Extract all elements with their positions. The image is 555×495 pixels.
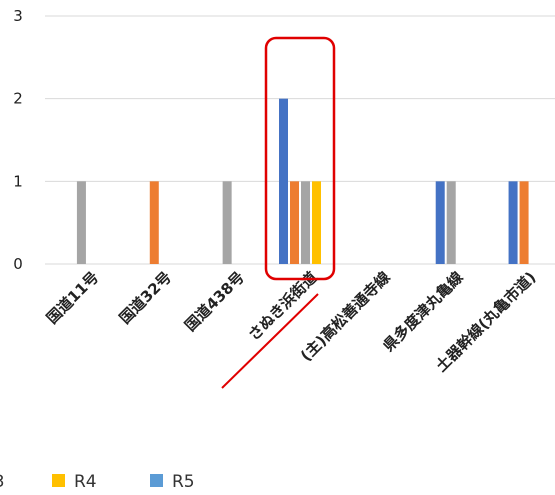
bars: [76, 98, 529, 265]
bar-3-3: [312, 181, 321, 264]
y-tick-label-1: 1: [13, 172, 23, 190]
legend-label-1: R4: [74, 472, 97, 492]
category-label-2: 国道438号: [181, 268, 248, 335]
bar-3-1: [290, 181, 299, 264]
highlight-underline: [221, 293, 319, 389]
bar-5-2: [446, 181, 456, 264]
legend-label-0: R3: [0, 472, 5, 492]
y-tick-label-0: 0: [13, 255, 23, 273]
legend-swatch-1: [52, 474, 65, 487]
bar-3-0: [279, 98, 288, 265]
gridlines: [45, 15, 555, 265]
bar-5-0: [435, 181, 445, 264]
bar-3-2: [301, 181, 310, 264]
bar-6-1: [519, 181, 529, 264]
legend-swatch-2: [150, 474, 163, 487]
highlight-box: [264, 36, 336, 281]
category-label-0: 国道11号: [43, 268, 102, 327]
legend[interactable]: R3 R4 R5: [0, 472, 195, 492]
legend-label-2: R5: [172, 472, 195, 492]
category-label-1: 国道32号: [116, 268, 175, 327]
y-axis-ticks: 0 1 2 3: [13, 7, 23, 273]
bar-0-2: [76, 181, 86, 264]
x-axis-labels: 国道11号 国道32号 国道438号さぬき浜街道(主)高松善通寺線県多度津丸亀線土器…: [43, 268, 539, 375]
y-tick-label-3: 3: [13, 7, 23, 25]
bar-6-0: [508, 181, 518, 264]
y-tick-label-2: 2: [13, 90, 23, 108]
bar-2-2: [222, 181, 232, 264]
highlight-annotation: [221, 36, 336, 389]
bar-1-1: [149, 181, 159, 264]
